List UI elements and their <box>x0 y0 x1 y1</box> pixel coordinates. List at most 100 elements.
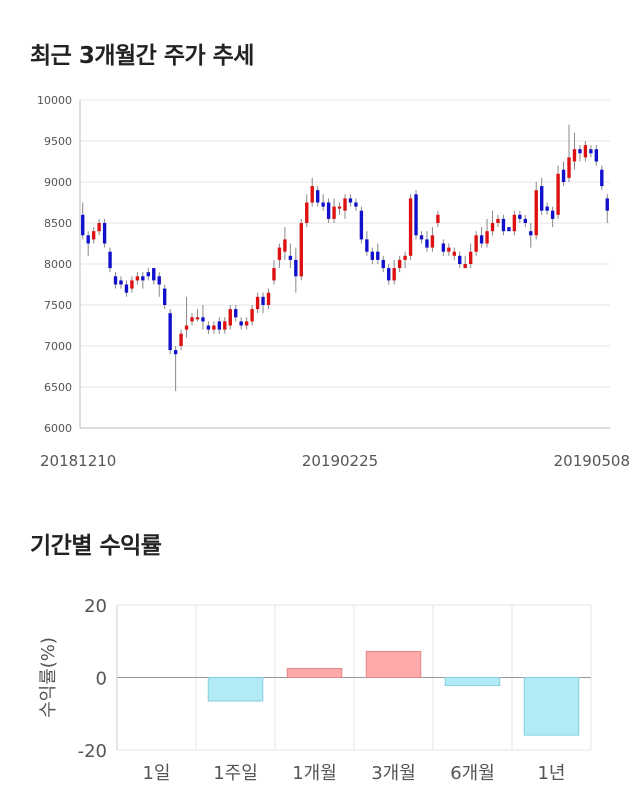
candle-body <box>583 145 588 158</box>
candle-body <box>392 268 396 281</box>
candle-body <box>430 235 435 248</box>
candle-body <box>414 194 418 236</box>
candle-body <box>315 190 320 203</box>
y-tick-label: 20 <box>84 596 107 617</box>
candle-body <box>272 268 276 281</box>
candle-body <box>266 292 271 305</box>
candle-body <box>201 317 205 322</box>
candle-body <box>436 214 440 223</box>
candle-body <box>523 218 528 223</box>
candle-body <box>261 296 265 305</box>
return-bar <box>286 667 343 678</box>
candle-body <box>223 321 227 330</box>
y-tick-label: 9000 <box>44 176 72 189</box>
category-label: 1일 <box>142 763 170 784</box>
candle-body <box>255 296 260 310</box>
candle-body <box>354 202 358 207</box>
candle-body <box>157 276 161 285</box>
candle-body <box>184 325 189 330</box>
candle-body <box>228 309 232 326</box>
candle-body <box>81 214 85 236</box>
category-label: 1년 <box>537 763 565 784</box>
category-label: 6개월 <box>450 763 495 784</box>
candle-body <box>507 227 511 232</box>
candle-body <box>408 198 413 256</box>
candle-body <box>217 321 222 330</box>
candle-body <box>277 247 282 260</box>
candle-body <box>447 247 451 252</box>
candle-body <box>168 313 172 351</box>
candle-body <box>294 259 298 277</box>
candle-body <box>212 325 216 330</box>
x-tick-label: 20190225 <box>302 452 378 470</box>
candle-body <box>113 276 118 285</box>
candle-body <box>343 198 347 211</box>
candle-body <box>206 325 211 330</box>
candle-body <box>419 235 424 240</box>
candle-body <box>474 235 478 252</box>
y-tick-label: 7000 <box>44 340 72 353</box>
candle-body <box>162 288 167 305</box>
candle-body <box>376 251 380 260</box>
candle-body <box>124 284 129 293</box>
candle-body <box>550 210 555 219</box>
candle-body <box>305 202 309 223</box>
candle-body <box>173 350 178 355</box>
y-tick-label: 6000 <box>44 422 72 435</box>
candle-body <box>441 243 446 252</box>
candle-body <box>463 264 467 269</box>
candle-body <box>512 214 517 232</box>
candle-body <box>97 223 101 232</box>
candle-body <box>452 251 456 256</box>
candle-body <box>234 309 238 318</box>
candle-body <box>135 276 140 281</box>
candle-body <box>332 206 336 219</box>
candle-body <box>534 190 538 236</box>
candle-body <box>370 251 375 260</box>
candle-body <box>244 321 249 326</box>
x-tick-label: 20190508 <box>554 452 630 470</box>
y-tick-label: 10000 <box>37 94 72 107</box>
candle-body <box>86 235 90 244</box>
candle-body <box>310 186 314 203</box>
category-label: 1개월 <box>292 763 337 784</box>
candle-body <box>397 259 402 269</box>
y-tick-label: 0 <box>96 669 107 690</box>
candle-body <box>540 186 544 211</box>
candle-body <box>567 157 571 178</box>
y-tick-label: 8000 <box>44 258 72 271</box>
candle-body <box>365 239 369 252</box>
candle-body <box>594 149 599 162</box>
candle-body <box>146 272 150 277</box>
candle-body <box>578 149 582 154</box>
return-bar <box>523 677 580 736</box>
candle-body <box>359 210 364 240</box>
candle-body <box>326 202 331 219</box>
candle-body <box>130 280 134 289</box>
candle-body <box>108 251 112 269</box>
candle-body <box>589 149 593 154</box>
candle-body <box>119 280 123 285</box>
candle-body <box>283 239 287 252</box>
candle-body <box>102 223 107 244</box>
return-bar <box>207 677 264 702</box>
category-label: 3개월 <box>371 763 416 784</box>
candle-body <box>556 173 560 215</box>
candle-body <box>572 149 577 162</box>
price-trend-title: 최근 3개월간 주가 추세 <box>30 43 254 69</box>
x-tick-label: 20181210 <box>40 452 116 470</box>
candle-body <box>496 218 500 223</box>
candle-body <box>179 333 183 346</box>
candle-body <box>529 231 533 236</box>
y-tick-label: -20 <box>78 741 107 762</box>
candle-body <box>485 231 489 244</box>
candle-body <box>605 198 609 211</box>
candle-body <box>403 255 407 260</box>
candle-body <box>299 223 303 277</box>
period-return-title: 기간별 수익률 <box>30 533 162 559</box>
candle-body <box>600 169 604 187</box>
candle-body <box>381 259 385 269</box>
return-bar <box>365 650 422 679</box>
candle-body <box>561 169 566 182</box>
candle-body <box>501 218 506 232</box>
